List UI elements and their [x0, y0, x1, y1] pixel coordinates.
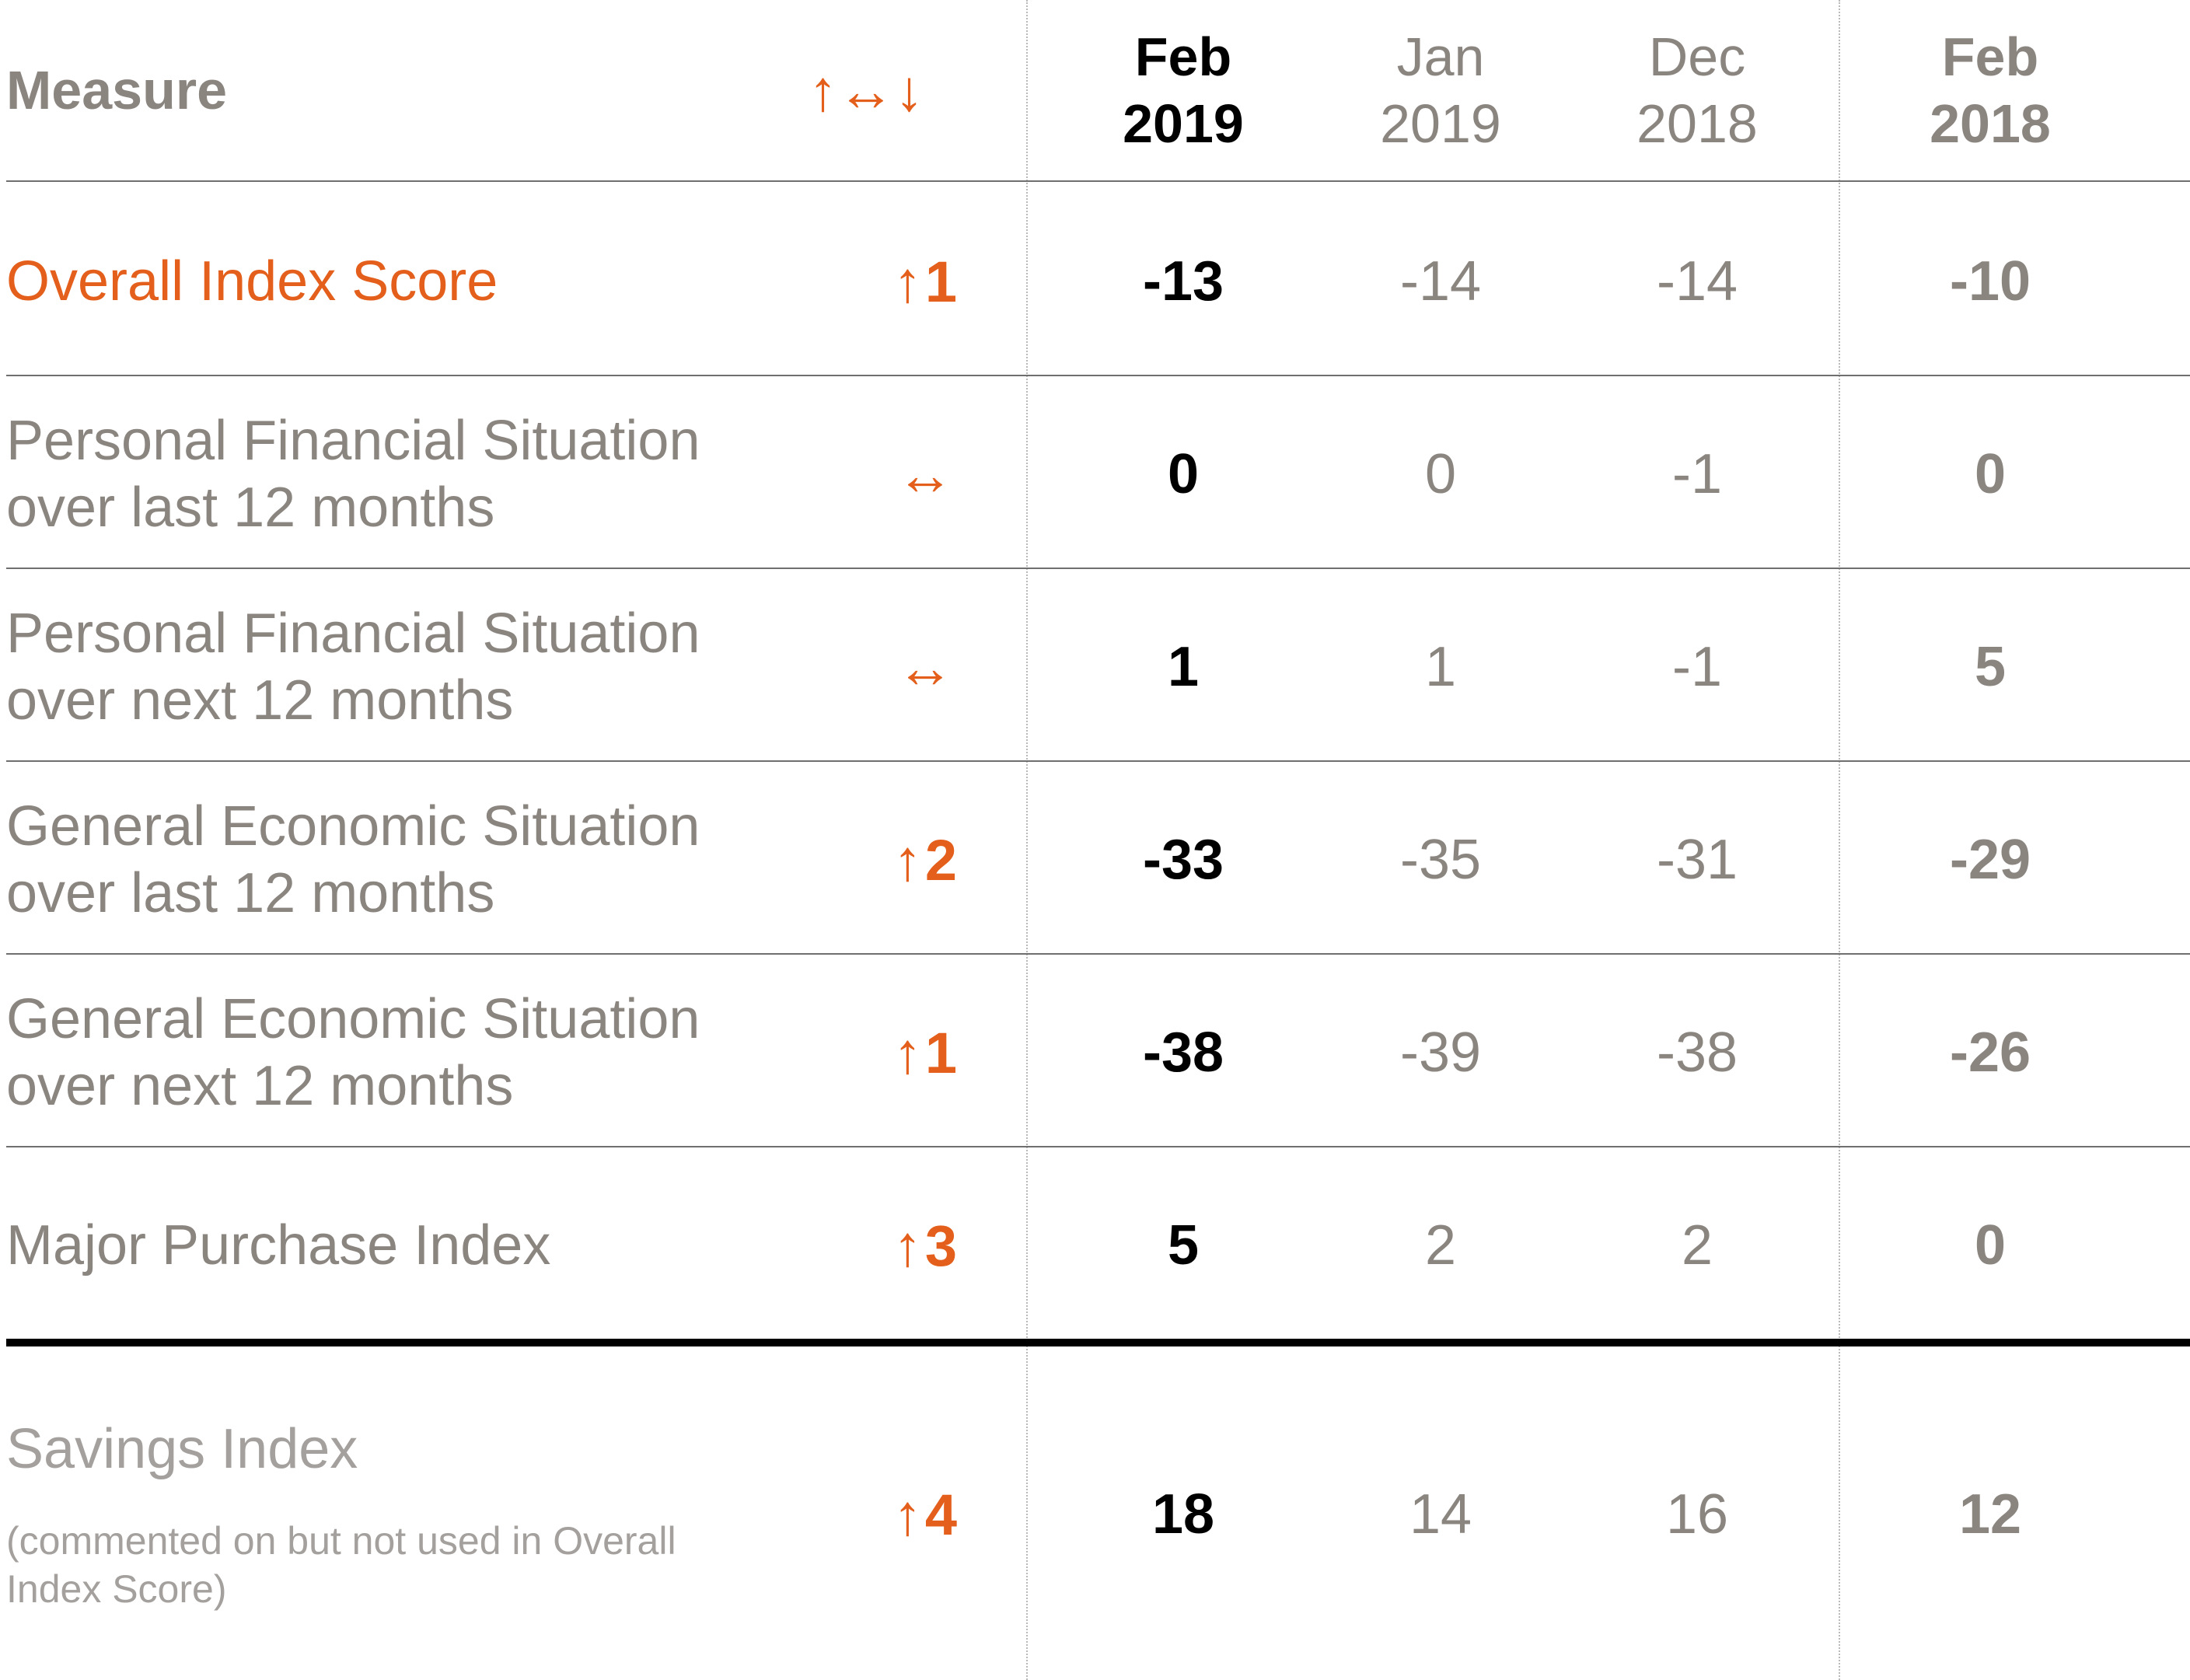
measure-label-line: over next 12 months [6, 1055, 514, 1117]
measure-label-line: over last 12 months [6, 477, 495, 539]
measure-label: General Economic Situation over last 12 m… [6, 763, 784, 956]
value-cell: 1 [1167, 636, 1200, 698]
up-arrow-icon: ↑ [892, 1020, 922, 1085]
period-header: Jan 2019 [1316, 0, 1565, 180]
value-cell: 2 [1681, 1214, 1713, 1277]
value-cell: 0 [1424, 443, 1457, 505]
period-header: Feb 2019 [1059, 0, 1308, 180]
value-cell: -14 [1656, 250, 1738, 313]
measure-label-line: Personal Financial Situation [6, 602, 700, 665]
value-cell: 5 [1974, 636, 2007, 698]
measure-label-line: General Economic Situation [6, 795, 700, 857]
row-divider [6, 1146, 2190, 1147]
row-divider [6, 953, 2190, 955]
change-value: 1 [924, 249, 958, 314]
row-divider [6, 760, 2190, 762]
value-cell: -13 [1142, 250, 1224, 313]
change-value: 2 [924, 827, 958, 892]
value-cell: 5 [1167, 1214, 1200, 1277]
value-cell: -31 [1656, 829, 1738, 891]
value-cell: -39 [1399, 1022, 1482, 1084]
period-header: Dec 2018 [1573, 0, 1822, 180]
change-value: 3 [924, 1213, 958, 1278]
period-year: 2019 [1123, 93, 1244, 154]
measure-label-line: Overall Index Score [6, 250, 498, 313]
value-cell: 14 [1409, 1483, 1472, 1546]
change-indicator: ↑ 2 [809, 763, 1042, 956]
change-value: 1 [924, 1020, 958, 1085]
section-divider [6, 1339, 2190, 1346]
measure-label: Personal Financial Situation over last 12… [6, 378, 784, 571]
value-cell: -38 [1656, 1022, 1738, 1084]
value-cell: -1 [1671, 443, 1723, 505]
up-arrow-icon: ↑ [892, 1482, 922, 1547]
value-cell: 2 [1424, 1214, 1457, 1277]
change-indicator: ↑ 3 [809, 1149, 1042, 1342]
change-value: 4 [924, 1482, 958, 1547]
measure-label: Overall Index Score [6, 185, 784, 378]
change-indicator: ↑ 1 [809, 185, 1042, 378]
flat-arrow-icon: ↔ [896, 634, 954, 700]
up-arrow-icon: ↑ [892, 1213, 922, 1278]
value-cell: -33 [1142, 829, 1224, 891]
measure-label-line: Savings Index [6, 1418, 358, 1480]
measure-label-line: over last 12 months [6, 862, 495, 924]
row-divider [6, 375, 2190, 376]
period-month: Feb [1941, 26, 2039, 87]
row-divider [6, 180, 2190, 182]
measure-label: Savings Index (commented on but not used … [6, 1349, 784, 1680]
value-cell: 0 [1974, 1214, 2007, 1277]
measure-header: Measure [6, 60, 228, 120]
value-cell: -29 [1949, 829, 2031, 891]
period-month: Dec [1648, 26, 1746, 87]
row-divider [6, 568, 2190, 569]
change-indicator: ↔ [809, 571, 1042, 763]
period-year: 2018 [1930, 93, 2051, 154]
period-header: Feb 2018 [1866, 0, 2115, 180]
change-indicator: ↑ 4 [809, 1349, 1042, 1680]
measure-label: Personal Financial Situation over next 12… [6, 571, 784, 763]
measure-note: (commented on but not used in Overall In… [6, 1519, 676, 1611]
period-month: Feb [1134, 26, 1232, 87]
value-cell: 18 [1151, 1483, 1215, 1546]
change-indicator: ↑ 1 [809, 956, 1042, 1149]
value-cell: 0 [1167, 443, 1200, 505]
value-cell: -38 [1142, 1022, 1224, 1084]
column-divider [1026, 0, 1028, 1680]
change-indicator: ↔ [809, 378, 1042, 571]
measure-label-line: Major Purchase Index [6, 1214, 551, 1277]
value-cell: 16 [1665, 1483, 1729, 1546]
up-arrow-icon: ↑ [892, 827, 922, 892]
value-cell: -1 [1671, 636, 1723, 698]
column-divider [1839, 0, 1840, 1680]
value-cell: -10 [1949, 250, 2031, 313]
measure-label-line: General Economic Situation [6, 988, 700, 1050]
flat-arrow-icon: ↔ [896, 442, 954, 507]
value-cell: -35 [1399, 829, 1482, 891]
value-cell: 0 [1974, 443, 2007, 505]
measure-label: Major Purchase Index [6, 1149, 784, 1342]
measure-label-line: over next 12 months [6, 669, 514, 732]
period-year: 2018 [1636, 93, 1758, 154]
measure-label-line: Personal Financial Situation [6, 410, 700, 472]
value-cell: -26 [1949, 1022, 2031, 1084]
change-legend: ↑↔↓ [809, 58, 924, 123]
period-month: Jan [1396, 26, 1485, 87]
measure-label: General Economic Situation over next 12 m… [6, 956, 784, 1149]
period-year: 2019 [1380, 93, 1501, 154]
value-cell: -14 [1399, 250, 1482, 313]
value-cell: 12 [1958, 1483, 2022, 1546]
up-arrow-icon: ↑ [892, 249, 922, 314]
value-cell: 1 [1424, 636, 1457, 698]
